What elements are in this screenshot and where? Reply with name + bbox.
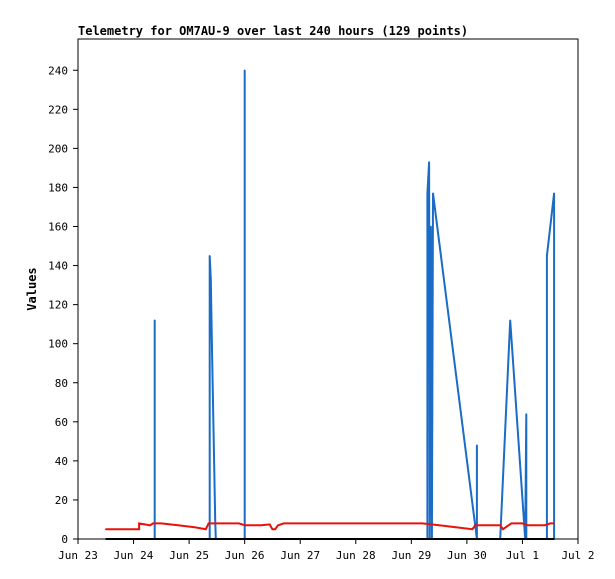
series-group — [105, 69, 556, 540]
y-tick-label: 120 — [48, 299, 68, 312]
y-tick-label: 100 — [48, 338, 68, 351]
series-0-point-31 — [553, 192, 555, 195]
y-tick-label: 60 — [55, 416, 68, 429]
series-1-point-15 — [271, 528, 274, 530]
x-tick-label: Jun 27 — [280, 549, 320, 562]
series-1-point-31 — [553, 522, 555, 525]
y-tick-label: 220 — [48, 103, 68, 116]
series-1-point-19 — [421, 522, 424, 525]
x-tick-label: Jun 29 — [391, 549, 431, 562]
series-2-point-0 — [105, 538, 107, 540]
y-axis-label: Values — [25, 267, 39, 310]
x-tick-label: Jun 30 — [447, 549, 487, 562]
series-0-point-5 — [210, 278, 212, 281]
series-1-point-23 — [474, 524, 477, 527]
y-tick-label: 80 — [55, 377, 68, 390]
y-tick-label: 140 — [48, 260, 68, 273]
series-2-point-1 — [553, 538, 555, 540]
series-line-0 — [153, 70, 556, 540]
series-1-point-6 — [160, 522, 163, 525]
series-1-point-7 — [177, 524, 179, 527]
series-1-point-20 — [438, 524, 440, 527]
series-0-point-4 — [208, 255, 211, 257]
series-1-point-14 — [268, 523, 271, 526]
series-1-point-1 — [138, 528, 140, 530]
series-1-point-18 — [282, 522, 285, 525]
series-1-point-9 — [205, 528, 207, 530]
series-line-1 — [105, 522, 555, 531]
series-0-point-27 — [525, 413, 528, 415]
series-1-point-29 — [543, 524, 546, 527]
y-tick-label: 40 — [55, 455, 68, 468]
series-1-point-8 — [193, 526, 196, 529]
y-tick-label: 240 — [48, 64, 68, 77]
y-tick-label: 180 — [48, 181, 68, 194]
series-1-point-3 — [143, 523, 146, 526]
series-0-point-16 — [428, 161, 430, 163]
series-1-point-26 — [510, 522, 513, 525]
series-0-point-20 — [432, 192, 434, 195]
series-1-point-28 — [527, 524, 529, 527]
series-1-point-22 — [471, 528, 474, 530]
series-0-point-1 — [153, 319, 156, 322]
y-tick-label: 200 — [48, 142, 68, 155]
series-1-point-5 — [152, 522, 154, 525]
y-tick-label: 160 — [48, 221, 68, 234]
series-1-point-10 — [207, 522, 210, 525]
series-0-point-25 — [509, 319, 512, 322]
y-axis: 0 20 40 60 80 100 120 140 160 180 200 220 240 — [48, 64, 78, 546]
series-0-point-8 — [213, 460, 215, 462]
series-1-point-0 — [105, 528, 107, 530]
series-1-point-24 — [499, 524, 502, 527]
series-0-point-7 — [212, 401, 214, 404]
series-1-point-16 — [274, 528, 277, 530]
series-1-point-11 — [238, 522, 240, 525]
series-0-point-22 — [476, 444, 478, 447]
y-tick-label: 20 — [55, 494, 68, 507]
series-1-point-21 — [455, 526, 457, 529]
series-1-point-30 — [549, 522, 551, 525]
series-0-point-15 — [426, 192, 429, 195]
series-0-point-12 — [243, 69, 246, 72]
chart-title: Telemetry for OM7AU-9 over last 240 hour… — [78, 24, 468, 38]
x-axis: Jun 23 Jun 24 Jun 25 Jun 26 Jun 27 Jun 28 Jun … — [58, 539, 595, 562]
x-tick-label: Jun 25 — [169, 549, 209, 562]
series-0-point-18 — [430, 225, 432, 228]
series-0-point-6 — [211, 342, 213, 345]
x-tick-label: Jul 1 — [506, 549, 539, 562]
series-1-point-13 — [260, 524, 263, 527]
series-1-point-25 — [502, 528, 504, 530]
series-1-point-4 — [149, 524, 151, 527]
series-1-point-27 — [521, 522, 524, 525]
series-1-point-17 — [277, 524, 279, 527]
x-tick-label: Jun 28 — [336, 549, 376, 562]
x-tick-label: Jul 2 — [561, 549, 594, 562]
series-0-point-9 — [214, 518, 216, 521]
y-tick-label: 0 — [61, 533, 68, 546]
series-0-point-30 — [546, 255, 548, 257]
x-tick-label: Jun 26 — [225, 549, 265, 562]
x-tick-label: Jun 24 — [114, 549, 154, 562]
x-tick-label: Jun 23 — [58, 549, 98, 562]
series-1-point-12 — [243, 524, 246, 527]
series-1-point-2 — [138, 522, 140, 525]
